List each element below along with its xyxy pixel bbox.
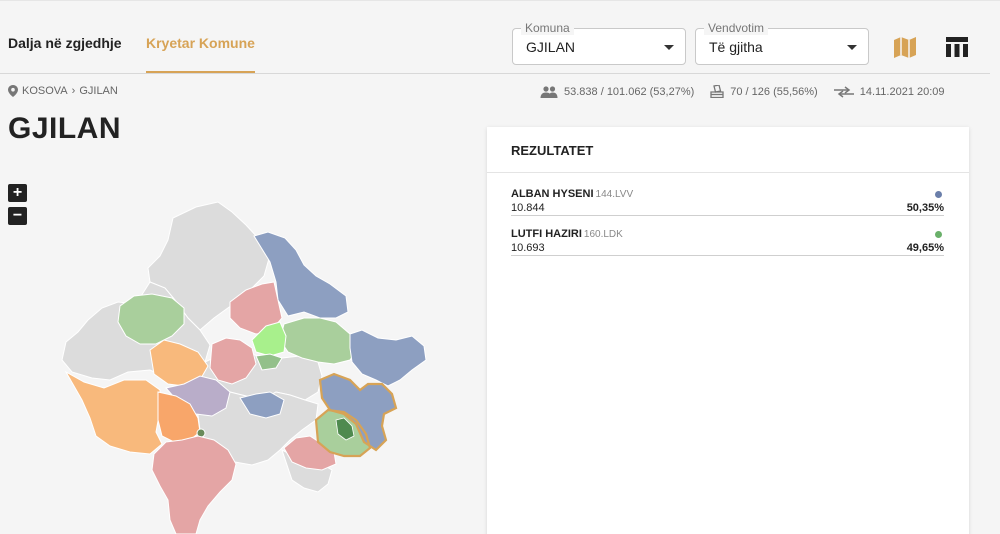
gjilan-outline	[314, 408, 372, 458]
candidate-votes: 10.844	[511, 202, 545, 214]
breadcrumb-separator: ›	[71, 85, 76, 97]
candidate-name: LUTFI HAZIRI 160.LDK	[511, 228, 623, 240]
ballot-box-icon	[710, 85, 724, 98]
map-region[interactable]	[255, 353, 283, 371]
map-region[interactable]	[149, 339, 209, 387]
candidate-row[interactable]: LUTFI HAZIRI 160.LDK 10.693 49,65%	[511, 228, 944, 256]
zoom-in-button[interactable]: +	[8, 184, 27, 202]
map-region[interactable]	[283, 435, 337, 471]
candidate-row[interactable]: ALBAN HYSENI 144.LVV 10.844 50,35%	[511, 188, 944, 216]
active-tab-indicator	[146, 71, 255, 74]
komuna-select-value: GJILAN	[526, 39, 576, 55]
map-region[interactable]	[279, 317, 359, 365]
stations-stat: 70 / 126 (55,56%)	[710, 85, 818, 98]
party-color-dot	[935, 191, 942, 198]
results-title: REZULTATET	[487, 127, 969, 173]
stats-row: 53.838 / 101.062 (53,27%) 70 / 126 (55,5…	[524, 85, 945, 98]
candidate-name-text: ALBAN HYSENI	[511, 188, 594, 200]
gjilan-selected-region[interactable]	[318, 372, 398, 452]
breadcrumb-current: GJILAN	[79, 85, 118, 97]
map-region[interactable]	[157, 391, 201, 443]
candidate-percent: 49,65%	[906, 242, 944, 254]
sync-arrows-icon	[833, 85, 854, 98]
map-region[interactable]	[64, 370, 163, 455]
candidate-code: 160.LDK	[583, 229, 623, 240]
tab-election-turnout[interactable]: Dalja në zgjedhje	[8, 35, 122, 51]
results-panel: REZULTATET ALBAN HYSENI 144.LVV 10.844 50…	[487, 127, 969, 534]
caret-down-icon	[847, 45, 857, 50]
header-divider	[0, 73, 990, 74]
caret-down-icon	[664, 45, 674, 50]
updated-value: 14.11.2021 20:09	[859, 85, 945, 98]
map-region[interactable]	[117, 293, 185, 345]
table-view-icon[interactable]	[944, 34, 970, 60]
komuna-select-label: Komuna	[521, 21, 574, 35]
top-bar: Dalja në zgjedhje Kryetar Komune Komuna …	[0, 0, 1000, 74]
municipality-map	[61, 201, 427, 534]
map-region[interactable]	[239, 391, 285, 419]
tab-mayor[interactable]: Kryetar Komune	[146, 35, 255, 51]
map-region[interactable]	[251, 321, 287, 357]
map-region[interactable]	[229, 281, 283, 335]
people-icon	[540, 85, 558, 98]
map-region[interactable]	[335, 417, 355, 441]
map-view-icon[interactable]	[892, 34, 918, 60]
location-pin-icon	[8, 85, 18, 97]
zoom-out-button[interactable]: −	[8, 207, 27, 225]
vendvotim-select-label: Vendvotim	[704, 21, 769, 35]
updated-stat: 14.11.2021 20:09	[833, 85, 945, 98]
candidate-percent: 50,35%	[906, 202, 944, 214]
komuna-select[interactable]: Komuna GJILAN	[512, 21, 686, 65]
breadcrumb: KOSOVA › GJILAN	[8, 85, 118, 97]
map-region[interactable]	[349, 329, 427, 387]
turnout-stat: 53.838 / 101.062 (53,27%)	[540, 86, 694, 98]
map-region[interactable]	[209, 337, 257, 385]
turnout-value: 53.838 / 101.062 (53,27%)	[564, 85, 695, 98]
breadcrumb-root[interactable]: KOSOVA	[22, 85, 68, 97]
candidate-name: ALBAN HYSENI 144.LVV	[511, 188, 633, 200]
map-region[interactable]	[151, 435, 237, 534]
vendvotim-select-value: Të gjitha	[709, 39, 763, 55]
stations-value: 70 / 126 (55,56%)	[730, 85, 818, 98]
vendvotim-select[interactable]: Vendvotim Të gjitha	[695, 21, 869, 65]
candidate-code: 144.LVV	[595, 189, 634, 200]
map-region[interactable]	[253, 231, 349, 319]
party-color-dot	[935, 231, 942, 238]
candidate-name-text: LUTFI HAZIRI	[511, 228, 582, 240]
candidate-votes: 10.693	[511, 242, 545, 254]
page-title: GJILAN	[8, 112, 122, 145]
